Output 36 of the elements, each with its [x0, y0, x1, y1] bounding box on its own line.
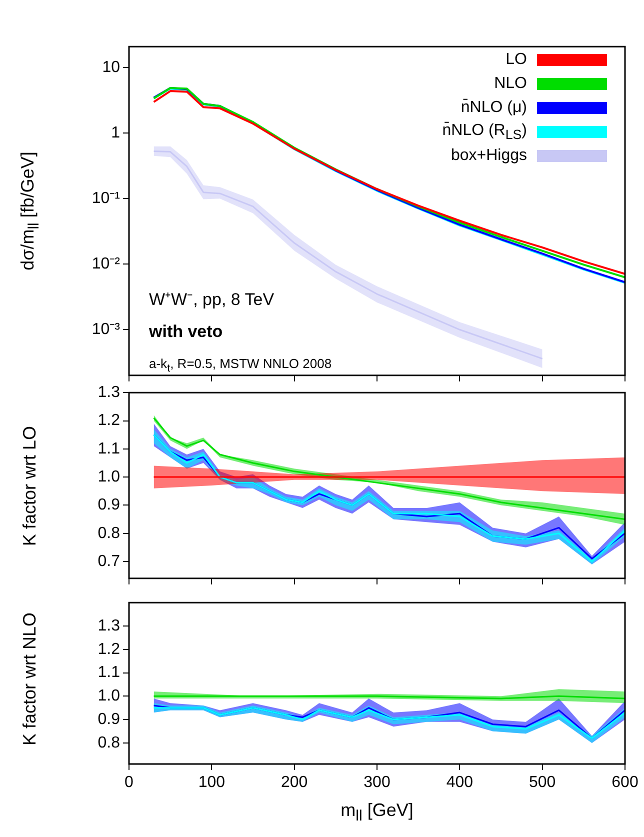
annotation: a-k$_{t}$, R=0.5, MSTW NNLO 2008 — [149, 355, 332, 377]
legend-label: LO — [506, 51, 527, 69]
x-tick-label: 200 — [280, 774, 308, 792]
y-tick-label: 10⁻² — [92, 256, 121, 273]
annotation: with veto — [149, 321, 224, 343]
y-tick-label: 0.7 — [98, 552, 120, 570]
y-axis-title: K factor wrt NLO — [20, 612, 40, 746]
y-tick-label: 1.1 — [98, 440, 120, 458]
x-tick-label: 300 — [364, 774, 390, 792]
y-tick-label: 0.8 — [98, 524, 120, 542]
y-tick-label: 0.9 — [98, 710, 120, 728]
y-tick-label: 10⁻³ — [92, 321, 121, 338]
legend-label: box+Higgs — [450, 147, 527, 165]
y-tick-label: 1.0 — [98, 468, 120, 486]
y-tick-label: 1.0 — [98, 688, 120, 705]
x-axis-title: m$_{ll}$ [GeV] — [340, 800, 414, 825]
legend-label: n̄NLO (R$_{LS}$) — [442, 122, 527, 142]
annotation: W⁺W⁻, pp, 8 TeV — [149, 289, 276, 311]
legend-label: n̄NLO (μ) — [460, 99, 527, 117]
y-tick-label: 0.8 — [98, 734, 120, 752]
x-tick-label: 600 — [612, 774, 638, 792]
x-tick-label: 400 — [446, 774, 474, 792]
y-tick-label: 0.9 — [98, 496, 120, 514]
x-tick-label: 500 — [528, 774, 556, 792]
y-tick-label: 1.3 — [98, 384, 120, 402]
y-tick-label: 1.1 — [98, 664, 120, 682]
x-tick-label: 100 — [198, 774, 226, 792]
y-tick-label: 1.3 — [98, 617, 120, 634]
y-axis-title: K factor wrt LO — [20, 425, 40, 546]
x-tick-label: 0 — [124, 774, 134, 792]
y-tick-label: 1.2 — [98, 640, 120, 658]
y-tick-label: 1.2 — [98, 412, 120, 430]
y-tick-label: 1 — [111, 124, 120, 142]
legend-label: NLO — [494, 75, 527, 93]
y-tick-label: 10⁻¹ — [92, 190, 120, 208]
y-tick-label: 10 — [102, 59, 120, 76]
